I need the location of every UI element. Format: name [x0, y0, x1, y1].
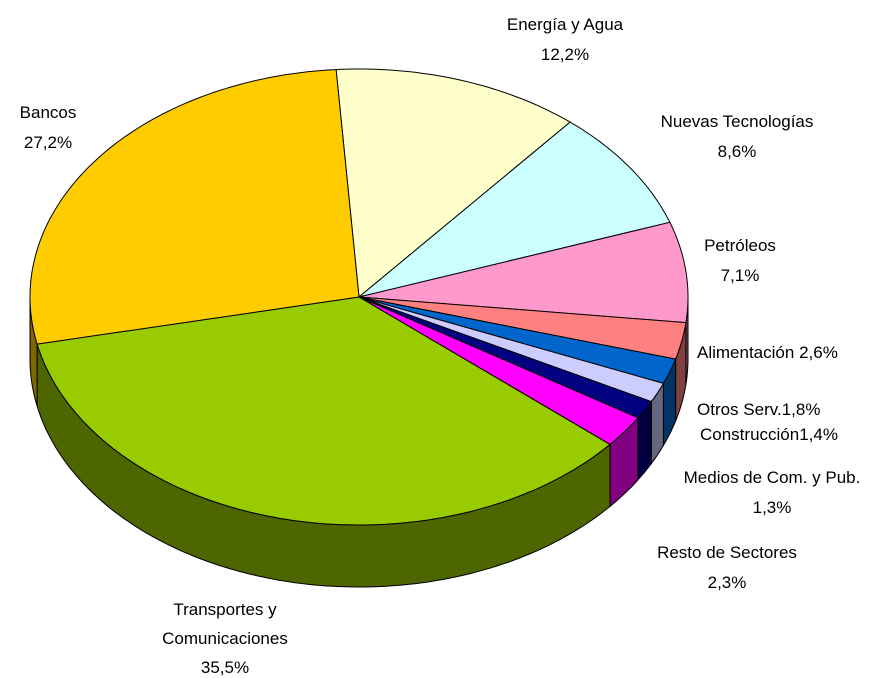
- slice-label: Otros Serv.1,8%: [697, 395, 820, 425]
- slice-label: Nuevas Tecnologías 8,6%: [661, 107, 814, 167]
- value-label: 35,5%: [200, 658, 250, 677]
- slice-label: Petróleos 7,1%: [704, 231, 776, 291]
- slice-label: Resto de Sectores 2,3%: [657, 538, 797, 598]
- value-label: 7,1%: [720, 266, 760, 285]
- slice: [29, 69, 360, 345]
- value-label: 1,3%: [752, 498, 792, 517]
- slice: [335, 68, 571, 298]
- category-label: Petróleos: [704, 236, 776, 255]
- slice-label: Medios de Com. y Pub. 1,3%: [684, 463, 861, 523]
- value-label: 2,3%: [707, 573, 747, 592]
- slice: [358, 221, 689, 324]
- slice: [36, 296, 611, 526]
- value-label: 2,6%: [799, 343, 838, 362]
- category-label: Transportes y Comunicaciones: [162, 600, 288, 648]
- category-label: Otros Serv.: [697, 400, 782, 419]
- category-label: Construcción: [700, 425, 800, 444]
- category-label: Nuevas Tecnologías: [660, 112, 814, 131]
- slice-label: Energía y Agua 12,2%: [507, 10, 623, 70]
- category-label: Energía y Agua: [506, 15, 624, 34]
- value-label: 1,4%: [799, 425, 838, 444]
- slice: [358, 296, 665, 403]
- value-label: 12,2%: [540, 45, 590, 64]
- slice: [358, 296, 639, 446]
- category-label: Medios de Com. y Pub.: [683, 468, 861, 487]
- category-label: Alimentación: [697, 343, 795, 362]
- slice: [358, 296, 677, 384]
- slice: [358, 296, 653, 419]
- slice-label: Alimentación 2,6%: [697, 338, 838, 368]
- slice-label: Transportes y Comunicaciones 35,5%: [140, 595, 310, 678]
- slice-label: Bancos 27,2%: [20, 98, 77, 158]
- category-label: Bancos: [19, 103, 77, 122]
- slice: [358, 121, 671, 298]
- value-label: 8,6%: [717, 142, 757, 161]
- category-label: Resto de Sectores: [657, 543, 797, 562]
- value-label: 1,8%: [781, 400, 821, 419]
- slice-label: Construcción1,4%: [700, 420, 838, 450]
- value-label: 27,2%: [23, 133, 73, 152]
